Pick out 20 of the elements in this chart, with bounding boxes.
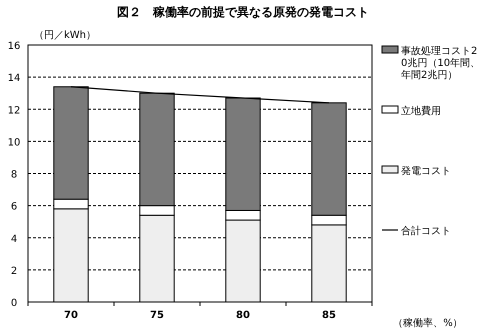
y-tick-label: 12	[8, 105, 20, 116]
y-tick-label: 4	[10, 234, 18, 245]
y-tick-label: 8	[10, 170, 18, 180]
chart-title: 図２ 稼働率の前提で異なる原発の発電コスト	[117, 5, 369, 19]
x-tick-label: 85	[322, 310, 336, 321]
y-tick-label: 2	[10, 266, 18, 277]
x-tick-label: 70	[64, 310, 78, 321]
legend-label: 立地費用	[401, 105, 441, 117]
y-tick-label: 14	[8, 73, 20, 84]
y-axis-title: （円／kWh）	[34, 30, 96, 41]
x-tick-label: 80	[236, 310, 250, 321]
x-tick-label: 75	[150, 310, 164, 321]
x-axis-title: （稼働率、%）	[393, 317, 463, 329]
legend-label: 合計コスト	[401, 225, 451, 237]
y-tick-label: 10	[8, 137, 20, 148]
legend-label: 発電コスト	[401, 166, 451, 177]
y-tick-label: 16	[8, 41, 20, 52]
y-tick-label: 6	[10, 202, 18, 213]
y-tick-label: 0	[10, 298, 18, 309]
legend-label: 事故処理コスト20兆円（10年間、年間2兆円）	[401, 45, 480, 81]
